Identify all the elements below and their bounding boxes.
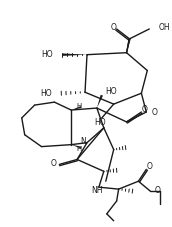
- Polygon shape: [62, 53, 87, 56]
- Text: N: N: [80, 137, 86, 146]
- Text: H: H: [76, 146, 81, 152]
- Polygon shape: [127, 39, 131, 53]
- Text: HO: HO: [41, 50, 52, 59]
- Text: OH: OH: [158, 23, 170, 32]
- Text: O: O: [141, 105, 147, 114]
- Text: HO: HO: [94, 118, 106, 127]
- Polygon shape: [71, 106, 81, 110]
- Text: O: O: [50, 159, 56, 168]
- Text: HO: HO: [105, 87, 116, 96]
- Text: H: H: [76, 103, 81, 109]
- Text: O: O: [146, 162, 152, 171]
- Text: O: O: [154, 186, 160, 195]
- Text: NH: NH: [91, 186, 103, 195]
- Polygon shape: [97, 95, 103, 108]
- Text: HO: HO: [40, 89, 51, 98]
- Polygon shape: [71, 145, 81, 148]
- Text: O: O: [111, 23, 117, 32]
- Text: O: O: [151, 108, 157, 116]
